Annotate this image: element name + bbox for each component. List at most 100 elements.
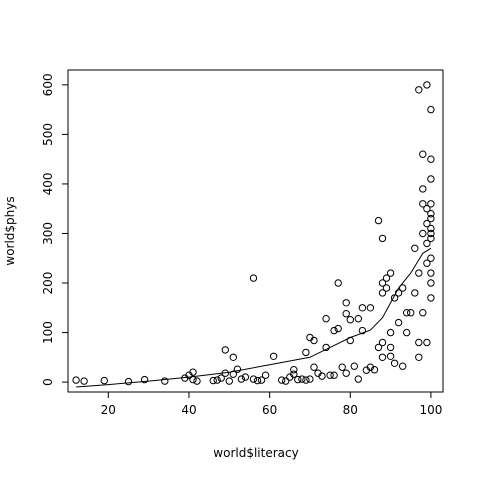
data-point-72 xyxy=(382,274,391,282)
data-point-58 xyxy=(354,315,362,323)
data-point-114 xyxy=(419,309,427,317)
data-point-69 xyxy=(378,234,387,243)
data-point-17 xyxy=(229,353,238,361)
data-point-92 xyxy=(419,150,427,158)
data-point-105 xyxy=(423,219,431,228)
data-point-74 xyxy=(386,269,395,277)
data-point-107 xyxy=(427,200,435,208)
data-point-83 xyxy=(399,284,407,292)
x-axis: 20 40 60 80 100 xyxy=(101,392,442,417)
x-tick-label-1: 40 xyxy=(181,403,196,417)
data-point-73 xyxy=(382,284,391,292)
x-tick-label-3: 80 xyxy=(343,403,358,417)
data-point-81 xyxy=(394,318,403,327)
data-point-5 xyxy=(161,377,169,385)
y-tick-label-1: 100 xyxy=(41,321,55,344)
x-tick-label-4: 100 xyxy=(419,403,442,417)
data-point-32 xyxy=(290,366,298,374)
y-tick-label-6: 600 xyxy=(41,73,55,96)
data-point-101 xyxy=(427,294,435,302)
data-point-76 xyxy=(386,328,395,337)
data-point-46 xyxy=(330,371,338,379)
data-point-70 xyxy=(378,289,387,297)
x-tick-label-2: 60 xyxy=(262,403,277,417)
data-point-90 xyxy=(419,229,427,238)
data-point-95 xyxy=(423,259,431,267)
y-tick-label-3: 300 xyxy=(41,222,55,245)
data-point-21 xyxy=(241,373,250,381)
data-point-10 xyxy=(193,377,201,385)
data-point-8 xyxy=(189,368,197,376)
data-point-23 xyxy=(249,375,258,383)
data-point-68 xyxy=(378,338,387,347)
data-point-18 xyxy=(229,370,238,378)
data-point-51 xyxy=(342,299,350,307)
data-point-80 xyxy=(394,289,403,297)
data-point-43 xyxy=(322,343,330,352)
data-point-94 xyxy=(423,205,431,213)
data-point-3 xyxy=(124,377,133,386)
data-point-16 xyxy=(225,377,234,385)
data-point-98 xyxy=(427,175,435,183)
data-point-45 xyxy=(326,371,334,379)
data-point-63 xyxy=(366,304,375,312)
data-point-59 xyxy=(358,326,367,335)
data-point-26 xyxy=(261,371,270,379)
data-point-86 xyxy=(407,309,415,317)
data-point-33 xyxy=(294,375,302,384)
data-point-50 xyxy=(338,363,346,371)
plot-frame xyxy=(67,69,444,393)
data-point-37 xyxy=(306,375,314,383)
data-point-31 xyxy=(290,370,298,378)
data-point-0 xyxy=(72,376,80,384)
data-point-99 xyxy=(427,155,435,163)
data-point-108 xyxy=(427,210,435,218)
data-point-65 xyxy=(374,343,383,352)
data-point-28 xyxy=(278,376,286,384)
y-axis-label: world$phys xyxy=(3,196,17,265)
data-point-82 xyxy=(399,362,407,370)
x-tick-label-0: 20 xyxy=(101,403,116,417)
data-point-104 xyxy=(419,200,427,208)
data-point-112 xyxy=(427,279,435,287)
data-point-19 xyxy=(233,365,242,373)
data-point-56 xyxy=(350,362,358,370)
y-tick-label-0: 0 xyxy=(41,378,55,386)
data-point-96 xyxy=(427,214,435,223)
data-point-42 xyxy=(318,372,326,380)
data-point-66 xyxy=(374,216,383,225)
data-point-106 xyxy=(423,239,431,248)
data-point-89 xyxy=(415,338,423,347)
data-point-34 xyxy=(298,375,306,383)
data-point-13 xyxy=(217,374,225,382)
x-axis-label: world$literacy xyxy=(213,446,298,460)
data-point-53 xyxy=(342,310,350,318)
y-tick-label-2: 200 xyxy=(41,272,55,295)
data-point-12 xyxy=(213,376,221,384)
data-point-11 xyxy=(209,376,217,385)
data-point-15 xyxy=(221,346,230,354)
data-point-54 xyxy=(346,336,354,345)
data-point-22 xyxy=(249,274,258,282)
data-point-71 xyxy=(378,279,387,287)
data-point-79 xyxy=(390,294,399,302)
data-point-1 xyxy=(80,377,88,385)
data-point-27 xyxy=(269,352,278,360)
data-point-87 xyxy=(411,289,419,297)
data-point-62 xyxy=(366,363,375,371)
data-point-100 xyxy=(427,269,435,277)
data-point-47 xyxy=(330,326,338,335)
data-point-40 xyxy=(310,336,318,345)
smooth-fit-line xyxy=(76,247,432,388)
data-point-115 xyxy=(411,244,419,253)
data-point-20 xyxy=(237,375,246,383)
data-point-103 xyxy=(415,86,423,94)
data-point-49 xyxy=(334,279,342,287)
data-point-64 xyxy=(370,366,379,374)
data-point-109 xyxy=(427,224,435,233)
data-point-111 xyxy=(427,254,435,262)
data-point-110 xyxy=(427,234,435,243)
y-tick-label-4: 400 xyxy=(41,172,55,195)
data-point-116 xyxy=(415,269,423,277)
data-point-113 xyxy=(423,338,431,347)
